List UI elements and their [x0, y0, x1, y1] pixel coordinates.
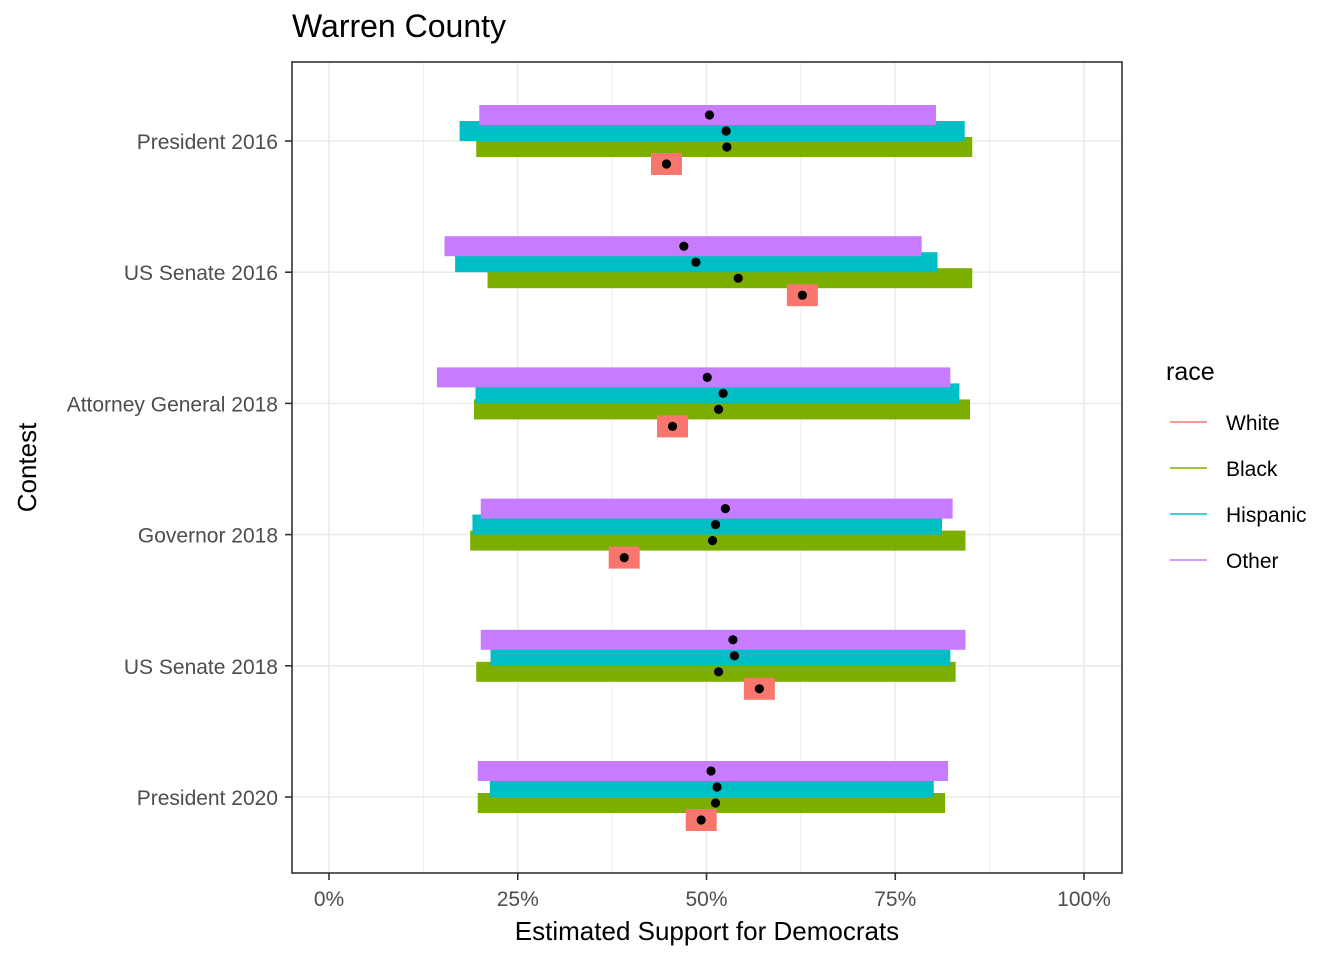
point-black-president-2016 [722, 142, 732, 152]
point-white-attorney-general-2018 [667, 421, 678, 431]
point-other-governor-2018 [720, 504, 730, 514]
point-other-president-2016 [704, 110, 715, 120]
bar-hispanic-president-2016 [459, 121, 965, 141]
legend-label-hispanic: Hispanic [1226, 504, 1307, 527]
x-tick-label: 75% [874, 888, 916, 911]
interval-bars [436, 105, 973, 831]
point-hispanic-attorney-general-2018 [718, 388, 728, 398]
y-tick-label: Governor 2018 [138, 525, 278, 548]
y-tick-label: US Senate 2016 [124, 262, 278, 285]
legend-label-white: White [1226, 412, 1280, 435]
point-other-us-senate-2016 [679, 241, 689, 251]
bar-hispanic-attorney-general-2018 [475, 383, 960, 404]
x-tick-label: 100% [1057, 888, 1111, 911]
legend-label-black: Black [1226, 458, 1278, 481]
point-other-attorney-general-2018 [702, 372, 712, 382]
y-tick-label: President 2016 [137, 131, 278, 154]
bar-black-us-senate-2016 [487, 268, 973, 289]
point-black-us-senate-2016 [733, 273, 743, 283]
chart-title: Warren County [292, 8, 506, 44]
bar-other-governor-2018 [480, 498, 953, 519]
point-other-president-2020 [706, 766, 716, 776]
point-black-governor-2018 [707, 536, 718, 546]
point-white-us-senate-2016 [797, 290, 807, 300]
bar-hispanic-us-senate-2018 [490, 645, 951, 666]
y-tick-label: US Senate 2018 [124, 656, 278, 679]
bar-hispanic-governor-2018 [472, 514, 943, 535]
point-other-us-senate-2018 [728, 635, 738, 645]
grid-lines [292, 62, 1122, 873]
legend: race White Black Hispanic Other [1166, 358, 1307, 573]
y-tick-label: President 2020 [137, 787, 278, 810]
legend-title: race [1166, 358, 1215, 386]
point-white-governor-2018 [619, 553, 629, 563]
y-tick-label: Attorney General 2018 [67, 393, 278, 416]
point-black-us-senate-2018 [713, 667, 724, 677]
point-hispanic-us-senate-2016 [691, 257, 701, 267]
bar-other-attorney-general-2018 [436, 367, 951, 388]
point-white-president-2016 [661, 159, 672, 169]
point-black-president-2020 [710, 798, 721, 808]
point-hispanic-us-senate-2018 [729, 651, 740, 661]
bar-other-us-senate-2018 [480, 629, 966, 650]
x-tick-label: 50% [685, 888, 727, 911]
point-hispanic-president-2020 [712, 782, 722, 792]
x-axis-title: Estimated Support for Democrats [515, 916, 899, 946]
bar-black-governor-2018 [470, 530, 966, 551]
point-white-president-2020 [696, 815, 706, 825]
bar-hispanic-president-2020 [489, 777, 934, 797]
estimate-points [619, 110, 807, 825]
point-white-us-senate-2018 [754, 684, 764, 694]
point-hispanic-governor-2018 [710, 520, 721, 530]
legend-label-other: Other [1226, 550, 1279, 573]
y-axis-title: Contest [12, 422, 42, 512]
point-black-attorney-general-2018 [713, 404, 724, 414]
x-tick-label: 25% [497, 888, 539, 911]
x-tick-label: 0% [314, 888, 344, 911]
point-hispanic-president-2016 [721, 126, 731, 136]
axes: 0% 25% 50% 75% 100% President 2016 US Senate 2… [67, 131, 1111, 911]
